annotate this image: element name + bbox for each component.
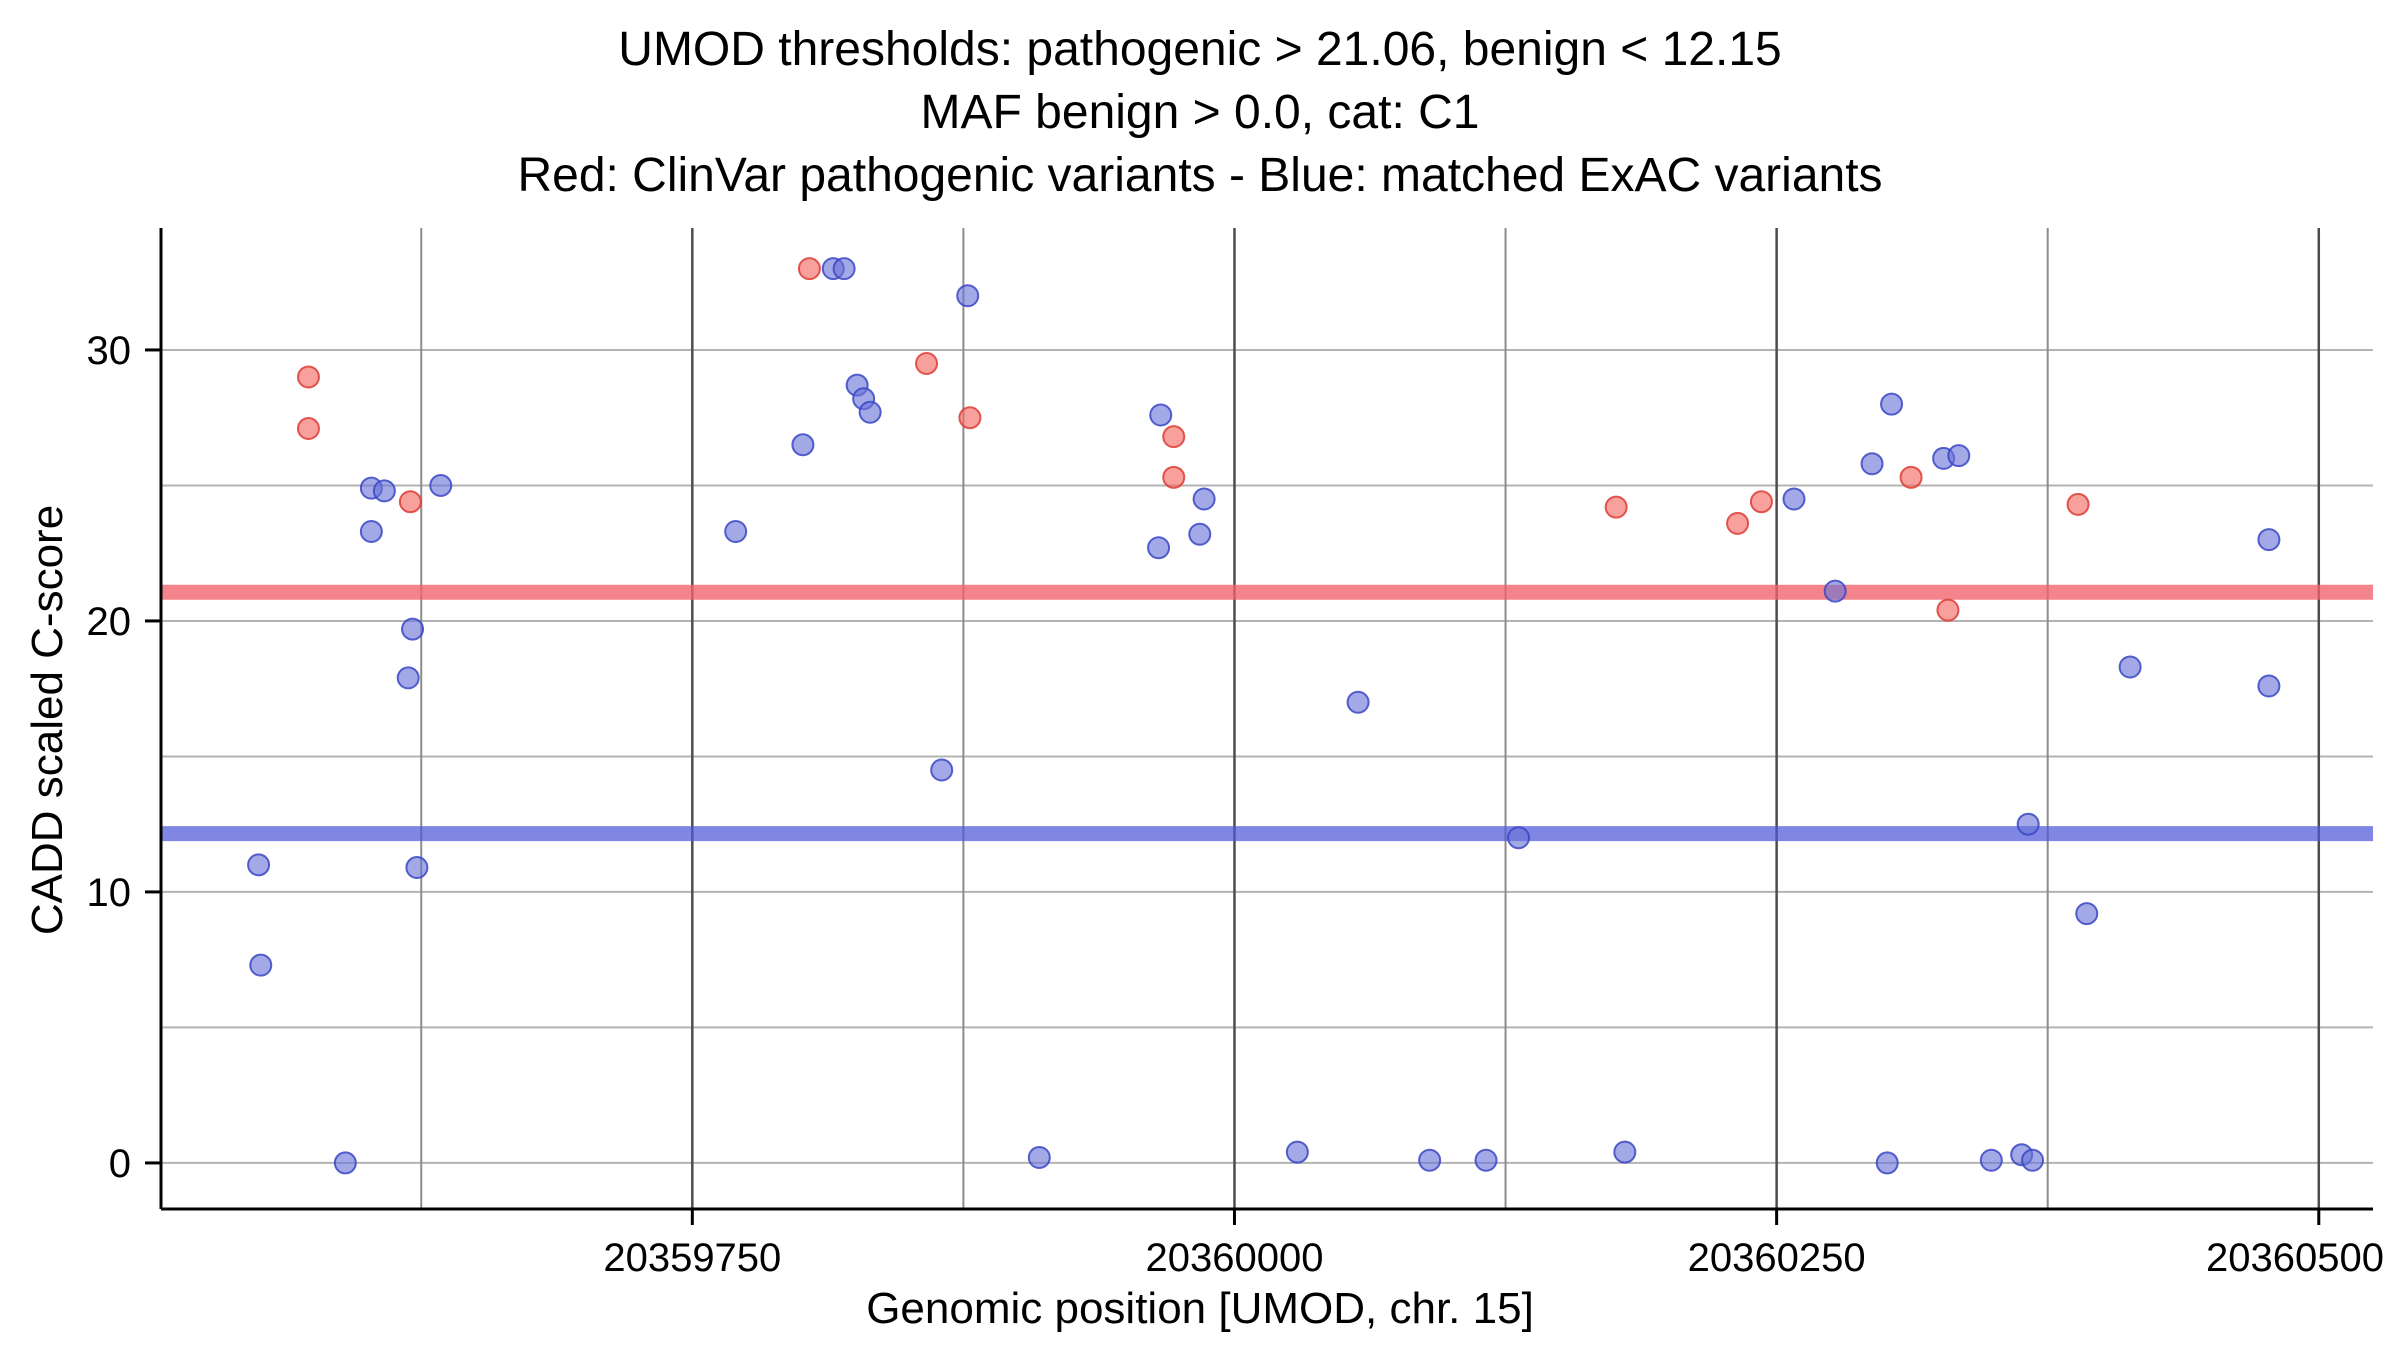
x-tick-label: 20359750 — [603, 1236, 781, 1280]
exac-data-point — [1346, 690, 1370, 714]
exac-data-point — [1823, 579, 1847, 603]
exac-data-point — [930, 758, 954, 782]
x-axis-title: Genomic position [UMOD, chr. 15] — [866, 1284, 1534, 1333]
exac-data-point — [1947, 444, 1971, 468]
pathogenic-data-point — [1936, 598, 1960, 622]
pathogenic-data-point — [1604, 495, 1628, 519]
exac-data-point — [2075, 902, 2099, 926]
exac-data-point — [1782, 487, 1806, 511]
pathogenic-data-point — [2066, 492, 2090, 516]
exac-data-point — [858, 400, 882, 424]
pathogenic-data-point — [296, 365, 320, 389]
exac-data-point — [1147, 536, 1171, 560]
exac-data-point — [956, 284, 980, 308]
exac-data-point — [359, 520, 383, 544]
exac-data-point — [1027, 1146, 1051, 1170]
exac-data-point — [2118, 655, 2142, 679]
exac-data-point — [2016, 812, 2040, 836]
y-tick-label: 30 — [87, 329, 132, 373]
exac-data-point — [333, 1151, 357, 1175]
pathogenic-data-point — [398, 490, 422, 514]
chart-title-block: UMOD thresholds: pathogenic > 21.06, ben… — [0, 18, 2400, 207]
exac-data-point — [1149, 403, 1173, 427]
exac-data-point — [1507, 826, 1531, 850]
exac-data-point — [401, 617, 425, 641]
chart-title-line-1: UMOD thresholds: pathogenic > 21.06, ben… — [618, 23, 1782, 76]
pathogenic-data-point — [958, 406, 982, 430]
exac-data-point — [1875, 1151, 1899, 1175]
exac-data-point — [247, 853, 271, 877]
pathogenic-data-point — [797, 257, 821, 281]
exac-data-point — [1979, 1148, 2003, 1172]
exac-data-point — [1418, 1148, 1442, 1172]
chart-title-line-3: Red: ClinVar pathogenic variants - Blue:… — [517, 149, 1883, 202]
y-axis-title: CADD scaled C-score — [23, 504, 72, 936]
exac-data-point — [791, 433, 815, 457]
x-tick-label: 20360250 — [1688, 1236, 1866, 1280]
exac-data-point — [1285, 1140, 1309, 1164]
chart-title-line-2: MAF benign > 0.0, cat: C1 — [920, 86, 1480, 139]
x-tick-label: 20360500 — [2206, 1236, 2384, 1280]
exac-data-point — [405, 856, 429, 880]
pathogenic-data-point — [1162, 425, 1186, 449]
exac-data-point — [249, 953, 273, 977]
exac-data-point — [1860, 452, 1884, 476]
y-tick-label: 0 — [109, 1142, 131, 1186]
y-tick-label: 20 — [87, 600, 132, 644]
pathogenic-data-point — [915, 351, 939, 375]
exac-data-point — [1613, 1140, 1637, 1164]
exac-data-point — [429, 473, 453, 497]
exac-data-point — [1192, 487, 1216, 511]
exac-data-point — [396, 666, 420, 690]
exac-data-point — [372, 479, 396, 503]
pathogenic-data-point — [1899, 465, 1923, 489]
exac-data-point — [1474, 1148, 1498, 1172]
exac-data-point — [2021, 1148, 2045, 1172]
exac-data-point — [2257, 674, 2281, 698]
exac-data-point — [724, 520, 748, 544]
pathogenic-data-point — [1162, 465, 1186, 489]
exac-data-point — [832, 257, 856, 281]
pathogenic-data-point — [296, 417, 320, 441]
y-tick-label: 10 — [87, 871, 132, 915]
pathogenic-data-point — [1749, 490, 1773, 514]
exac-data-point — [1188, 522, 1212, 546]
exac-data-point — [1880, 392, 1904, 416]
x-tick-label: 20360000 — [1145, 1236, 1323, 1280]
pathogenic-data-point — [1726, 511, 1750, 535]
exac-data-point — [2257, 528, 2281, 552]
